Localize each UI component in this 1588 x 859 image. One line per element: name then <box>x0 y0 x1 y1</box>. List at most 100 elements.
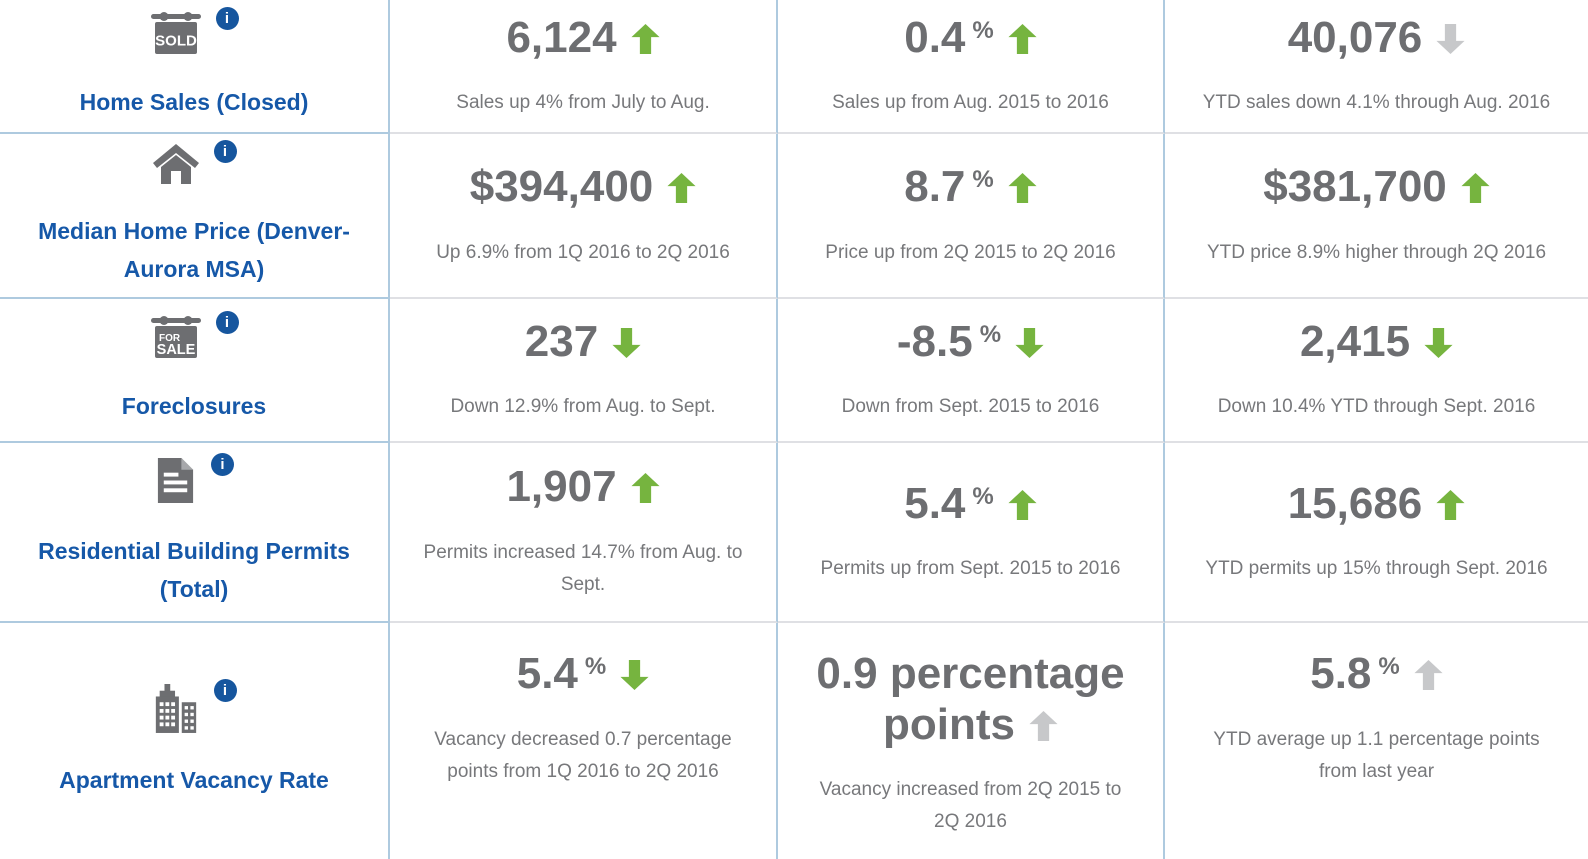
metric-unit: % <box>972 482 994 510</box>
info-icon[interactable]: i <box>213 139 237 163</box>
trend-arrow-icon <box>1414 660 1443 690</box>
metric-value: 40,076 <box>1287 12 1423 62</box>
metric-value-line: 5.4% <box>904 479 1037 530</box>
metric-description: YTD price 8.9% higher through 2Q 2016 <box>1206 241 1547 263</box>
row-foreclosures-label-cell: FOR SALE i Foreclosures <box>0 299 390 443</box>
metric-value: -8.5 <box>896 316 973 366</box>
trend-arrow-icon <box>1436 23 1465 54</box>
home-sales-ytd-cell: 40,076 YTD sales down 4.1% through Aug. … <box>1165 0 1588 134</box>
trend-arrow-icon <box>630 473 660 504</box>
metric-value: 0.9 percentage points <box>816 649 1125 749</box>
metric-description: YTD permits up 15% through Sept. 2016 <box>1205 558 1548 580</box>
metric-value: 5.4 <box>904 478 966 528</box>
metric-description: Vacancy decreased 0.7 percentage points … <box>434 728 732 782</box>
median-price-ytd-cell: $381,700 YTD price 8.9% higher through 2… <box>1165 134 1588 299</box>
median-price-yoy-cell: 8.7% Price up from 2Q 2015 to 2Q 2016 <box>778 134 1165 299</box>
info-glyph: i <box>220 455 225 473</box>
metric-description: Sales up from Aug. 2015 to 2016 <box>832 92 1109 114</box>
metric-value: $381,700 <box>1263 162 1447 212</box>
metric-value-line: $381,700 <box>1263 162 1490 213</box>
metric-value: 2,415 <box>1299 316 1411 366</box>
trend-arrow-icon <box>1461 173 1490 204</box>
metric-unit: % <box>1378 653 1400 680</box>
metric-value: 15,686 <box>1287 478 1423 528</box>
metric-value-line: 2,415 <box>1300 317 1453 368</box>
document-icon <box>154 456 197 505</box>
row-median-price-label-cell: i Median Home Price (Denver-Aurora MSA) <box>0 134 390 299</box>
metric-description: Down from Sept. 2015 to 2016 <box>841 396 1100 418</box>
sold-sign-icon: SOLD <box>150 10 202 56</box>
metric-unit: % <box>972 16 994 44</box>
metric-value: 8.7 <box>904 162 966 212</box>
metric-label: Home Sales (Closed) <box>79 89 309 116</box>
metric-description: Permits increased 14.7% from Aug. to Sep… <box>423 542 743 596</box>
vacancy-yoy-cell: 0.9 percentage points Vacancy increased … <box>778 623 1165 859</box>
metric-value: 237 <box>524 316 599 366</box>
metric-label: Foreclosures <box>121 393 267 420</box>
trend-arrow-icon <box>1436 489 1465 520</box>
permits-ytd-cell: 15,686 YTD permits up 15% through Sept. … <box>1165 443 1588 623</box>
info-icon[interactable]: i <box>215 7 239 31</box>
info-icon[interactable]: i <box>211 452 234 476</box>
metric-unit: % <box>584 653 607 680</box>
trend-arrow-icon <box>1008 23 1037 54</box>
svg-text:FOR: FOR <box>159 333 181 344</box>
metric-description: Price up from 2Q 2015 to 2Q 2016 <box>825 241 1116 263</box>
trend-arrow-icon <box>1029 710 1058 741</box>
metric-value: 5.8 <box>1310 649 1372 698</box>
metric-description: Vacancy increased from 2Q 2015 to 2Q 201… <box>819 779 1122 833</box>
info-glyph: i <box>222 682 228 700</box>
trend-arrow-icon <box>1424 327 1453 358</box>
trend-arrow-icon <box>1008 173 1037 204</box>
info-glyph: i <box>224 10 230 28</box>
metric-value-line: -8.5% <box>897 317 1044 368</box>
metric-description: YTD average up 1.1 percentage points fro… <box>1213 728 1540 782</box>
trend-arrow-icon <box>630 23 660 54</box>
metric-value: 6,124 <box>506 12 617 62</box>
permits-yoy-cell: 5.4% Permits up from Sept. 2015 to 2016 <box>778 443 1165 623</box>
metric-value: $394,400 <box>469 162 654 212</box>
info-glyph: i <box>224 314 230 332</box>
metric-label: Apartment Vacancy Rate <box>59 767 329 794</box>
info-icon[interactable]: i <box>215 311 239 335</box>
metric-value-line: 15,686 <box>1288 479 1466 530</box>
vacancy-ytd-cell: 5.8% YTD average up 1.1 percentage point… <box>1165 623 1588 859</box>
info-icon[interactable]: i <box>213 679 237 703</box>
metric-value-line: 40,076 <box>1288 13 1466 64</box>
permits-monthly-cell: 1,907 Permits increased 14.7% from Aug. … <box>390 443 778 623</box>
row-vacancy-rate-label-cell: i Apartment Vacancy Rate <box>0 623 390 859</box>
metric-description: YTD sales down 4.1% through Aug. 2016 <box>1202 92 1551 114</box>
metric-value-line: 5.8% <box>1310 649 1443 700</box>
trend-arrow-icon <box>667 173 696 204</box>
metric-value-line: 0.4% <box>904 13 1037 64</box>
foreclosures-yoy-cell: -8.5% Down from Sept. 2015 to 2016 <box>778 299 1165 443</box>
metric-value: 5.4 <box>516 649 578 698</box>
metric-value-line: 237 <box>525 317 641 368</box>
metric-unit: % <box>972 166 994 194</box>
metric-value-line: 8.7% <box>904 162 1037 213</box>
median-price-quarterly-cell: $394,400 Up 6.9% from 1Q 2016 to 2Q 2016 <box>390 134 778 299</box>
metric-description: Up 6.9% from 1Q 2016 to 2Q 2016 <box>436 241 730 263</box>
metric-label: Residential Building Permits (Total) <box>38 537 350 602</box>
trend-arrow-icon <box>620 660 649 690</box>
metric-value-line: 6,124 <box>506 12 660 64</box>
metric-value: 0.4 <box>904 12 966 62</box>
trend-arrow-icon <box>1015 327 1044 358</box>
buildings-icon <box>152 682 200 734</box>
vacancy-quarterly-cell: 5.4% Vacancy decreased 0.7 percentage po… <box>390 623 778 859</box>
house-icon <box>152 143 200 185</box>
for-sale-sign-icon: FOR SALE <box>150 314 202 360</box>
metric-description: Down 10.4% YTD through Sept. 2016 <box>1217 396 1536 418</box>
metric-description: Down 12.9% from Aug. to Sept. <box>450 396 716 418</box>
metric-value-line: $394,400 <box>470 162 697 213</box>
row-building-permits-label-cell: i Residential Building Permits (Total) <box>0 443 390 623</box>
foreclosures-monthly-cell: 237 Down 12.9% from Aug. to Sept. <box>390 299 778 443</box>
row-home-sales-label-cell: SOLD i Home Sales (Closed) <box>0 0 390 134</box>
metric-value-line: 5.4% <box>517 649 650 700</box>
metric-value: 1,907 <box>506 462 617 512</box>
metric-description: Sales up 4% from July to Aug. <box>456 92 710 114</box>
trend-arrow-icon <box>1008 489 1037 520</box>
metric-value-line: 1,907 <box>506 462 660 513</box>
metric-description: Permits up from Sept. 2015 to 2016 <box>820 558 1121 580</box>
